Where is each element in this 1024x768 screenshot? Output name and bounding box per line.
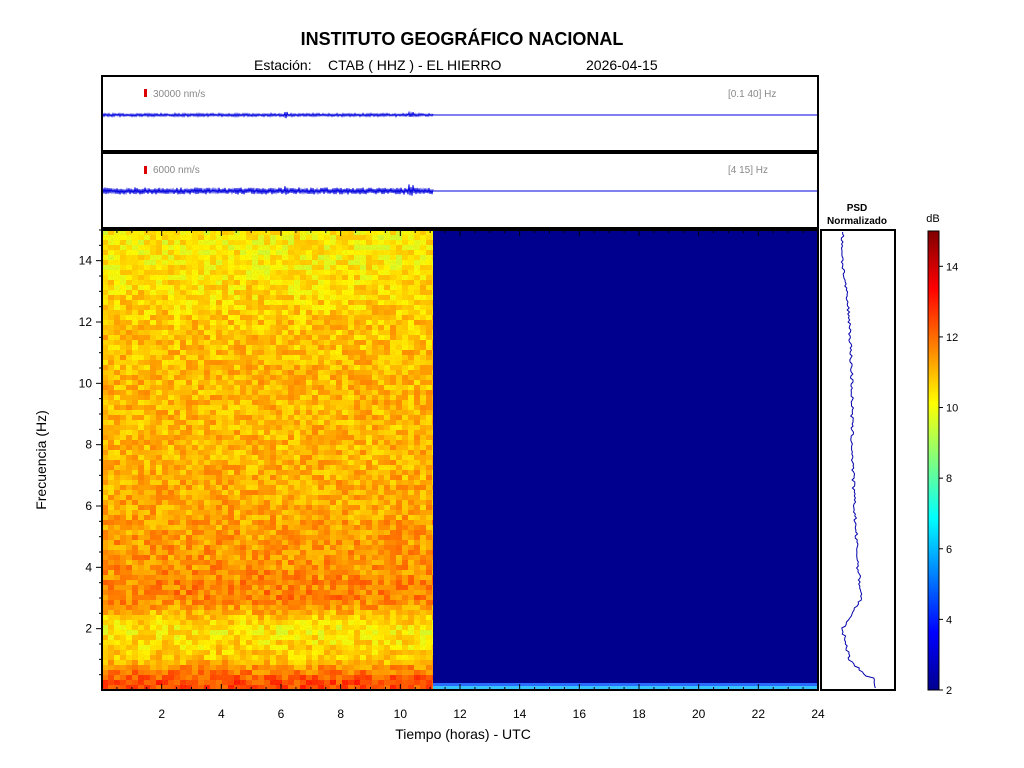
trace-2-band: [4 15] Hz — [728, 165, 768, 176]
figure-title: INSTITUTO GEOGRÁFICO NACIONAL — [301, 28, 624, 49]
record-date: 2026-04-15 — [586, 57, 658, 73]
trace-1-band: [0.1 40] Hz — [728, 89, 776, 100]
station-label: Estación: — [254, 57, 312, 73]
trace-panel-2: 6000 nm/s [4 15] Hz — [101, 152, 819, 229]
trace-panel-1: 30000 nm/s [0.1 40] Hz — [101, 75, 819, 152]
station-name: CTAB ( HHZ ) - EL HIERRO — [328, 57, 502, 73]
trace-2-scale: 6000 nm/s — [153, 165, 200, 176]
trace-1-waveform — [102, 110, 434, 119]
trace-2-waveform — [102, 184, 434, 196]
scale-mark-icon — [144, 89, 147, 97]
trace-1-scale: 30000 nm/s — [153, 89, 205, 100]
scale-mark-icon — [144, 166, 147, 174]
